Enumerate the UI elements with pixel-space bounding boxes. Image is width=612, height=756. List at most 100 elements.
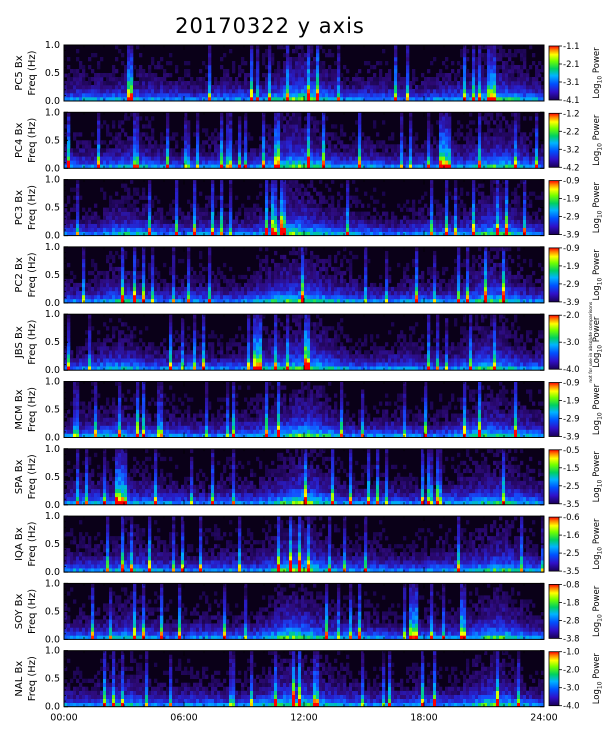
spectrogram-cell [466, 152, 470, 157]
spectrogram-cell [454, 164, 458, 169]
spectrogram-cell [508, 81, 512, 86]
spectrogram-cell [160, 286, 164, 292]
spectrogram-cell [481, 132, 485, 137]
spectrogram-cell [442, 156, 446, 161]
spectrogram-cell [445, 148, 449, 153]
spectrogram-cell [367, 203, 371, 208]
spectrogram-cell [343, 132, 347, 137]
spectrogram-cell [85, 164, 89, 169]
spectrogram-cell [334, 156, 338, 161]
spectrogram-cell [133, 160, 137, 165]
spectrogram-cell [394, 215, 398, 220]
spectrogram-cell [208, 199, 212, 204]
spectrogram-cell [205, 215, 209, 220]
spectrogram-cell [334, 73, 338, 78]
spectrogram-cell [328, 140, 332, 145]
spectrogram-cell [436, 223, 440, 228]
spectrogram-cell [91, 156, 95, 161]
spectrogram-cell [493, 93, 497, 98]
spectrogram-cell [472, 136, 476, 141]
spectrogram-cell [115, 81, 119, 86]
spectrogram-cell [322, 199, 326, 204]
spectrogram-cell [508, 57, 512, 62]
spectrogram-cell [73, 294, 77, 300]
spectrogram-cell [97, 77, 101, 82]
spectrogram-cell [112, 258, 116, 264]
spectrogram-cell [442, 144, 446, 149]
spectrogram-cell [244, 81, 248, 86]
spectrogram-cell [307, 49, 311, 54]
spectrogram-cell [307, 160, 311, 165]
spectrogram-cell [514, 120, 518, 125]
spectrogram-cell [238, 160, 242, 165]
spectrogram-cell [187, 61, 191, 66]
spectrogram-cell [415, 89, 419, 94]
spectrogram-cell [373, 148, 377, 153]
spectrogram-cell [214, 144, 218, 149]
spectrogram-cell [292, 179, 296, 184]
spectrogram-cell [346, 183, 350, 188]
spectrogram-cell [295, 199, 299, 204]
spectrogram-cell [499, 124, 503, 129]
spectrogram-cell [121, 144, 125, 149]
spectrogram-cell [496, 211, 500, 216]
spectrogram-cell [82, 69, 86, 74]
spectrogram-cell [358, 156, 362, 161]
spectrogram-cell [430, 85, 434, 90]
spectrogram-cell [187, 156, 191, 161]
spectrogram-cell [76, 179, 80, 184]
spectrogram-cell [292, 89, 296, 94]
spectrogram-cell [325, 231, 329, 236]
spectrogram-cell [79, 227, 83, 232]
spectrogram-cell [148, 120, 152, 125]
spectrogram-cell [202, 81, 206, 86]
spectrogram-cell [109, 223, 113, 228]
spectrogram-cell [139, 152, 143, 157]
spectrogram-cell [253, 227, 257, 232]
spectrogram-cell [235, 164, 239, 169]
spectrogram-cell [409, 132, 413, 137]
spectrogram-cell [316, 97, 320, 102]
spectrogram-cell [130, 140, 134, 145]
spectrogram-cell [439, 124, 443, 129]
spectrogram-cell [280, 152, 284, 157]
spectrogram-cell [196, 132, 200, 137]
spectrogram-cell [148, 73, 152, 78]
spectrogram-cell [286, 219, 290, 224]
spectrogram-cell [193, 148, 197, 153]
spectrogram-cell [283, 77, 287, 82]
spectrogram-cell [172, 282, 176, 288]
spectrogram-cell [76, 207, 80, 212]
spectrogram-cell [115, 148, 119, 153]
spectrogram-cell [79, 73, 83, 78]
spectrogram-cell [265, 156, 269, 161]
spectrogram-cell [130, 89, 134, 94]
spectrogram-cell [412, 223, 416, 228]
spectrogram-cell [403, 140, 407, 145]
spectrogram-cell [511, 231, 515, 236]
spectrogram-cell [361, 144, 365, 149]
spectrogram-cell [493, 49, 497, 54]
spectrogram-cell [400, 89, 404, 94]
spectrogram-cell [277, 65, 281, 70]
spectrogram-cell [220, 116, 224, 121]
spectrogram-cell [82, 85, 86, 90]
spectrogram-cell [298, 160, 302, 165]
spectrogram-cell [121, 93, 125, 98]
spectrogram-cell [115, 199, 119, 204]
spectrogram-cell [130, 49, 134, 54]
spectrogram-cell [457, 203, 461, 208]
spectrogram-cell [508, 89, 512, 94]
spectrogram-cell [136, 124, 140, 129]
spectrogram-cell [436, 156, 440, 161]
spectrogram-cell [472, 77, 476, 82]
spectrogram-cell [181, 282, 185, 288]
spectrogram-cell [121, 199, 125, 204]
spectrogram-cell [334, 85, 338, 90]
spectrogram-cell [406, 207, 410, 212]
spectrogram-cell [337, 203, 341, 208]
spectrogram-cell [397, 160, 401, 165]
spectrogram-cell [403, 219, 407, 224]
spectrogram-cell [148, 144, 152, 149]
spectrogram-cell [346, 223, 350, 228]
